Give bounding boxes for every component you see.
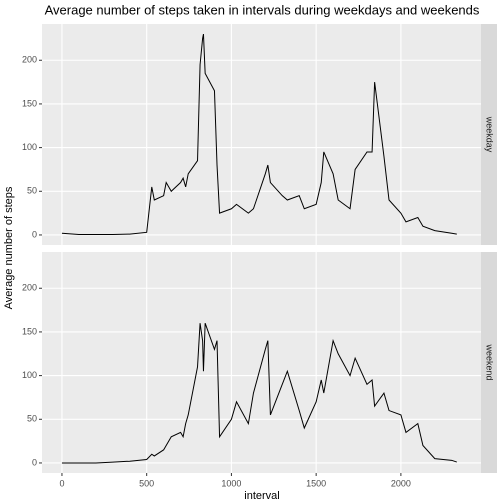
y-tick-label: 100 [22, 370, 37, 380]
y-tick-label: 150 [22, 326, 37, 336]
y-tick-label: 150 [22, 98, 37, 108]
facet-label: weekend [485, 343, 495, 380]
x-tick-label: 1500 [306, 478, 326, 488]
facet-label: weekday [485, 116, 495, 153]
y-tick-label: 50 [27, 186, 37, 196]
y-tick-label: 200 [22, 283, 37, 293]
y-tick-label: 100 [22, 142, 37, 152]
x-tick-label: 1000 [221, 478, 241, 488]
y-axis-title: Average number of steps [3, 186, 15, 309]
x-axis-title: interval [244, 490, 279, 502]
y-tick-label: 200 [22, 55, 37, 65]
chart-title: Average number of steps taken in interva… [45, 2, 480, 17]
x-tick-label: 0 [59, 478, 64, 488]
facet-strip [481, 24, 497, 245]
y-tick-label: 50 [27, 414, 37, 424]
panel-background [42, 24, 481, 245]
facet-strip [481, 252, 497, 473]
data-line [61, 323, 457, 464]
y-tick-label: 0 [32, 457, 37, 467]
x-tick-label: 2000 [391, 478, 411, 488]
data-line [61, 33, 457, 236]
y-tick-label: 0 [32, 229, 37, 239]
x-tick-label: 500 [139, 478, 154, 488]
